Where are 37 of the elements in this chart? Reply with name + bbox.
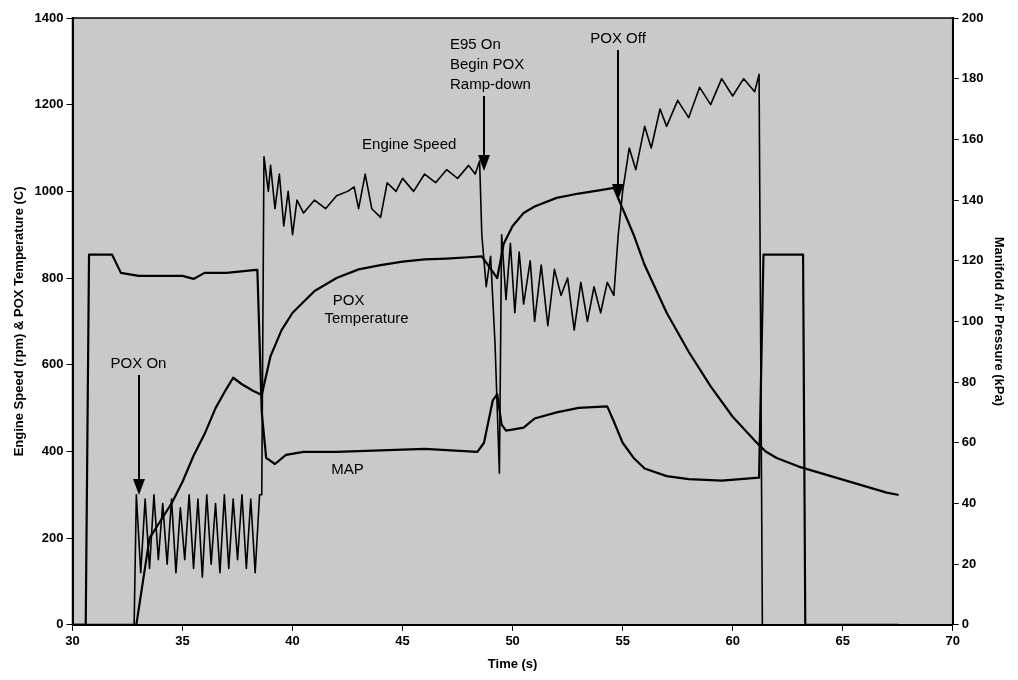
x-tick-label: 70 [945, 633, 960, 649]
y2-tick-label: 200 [961, 9, 984, 25]
series-label: MAP [331, 460, 364, 478]
y2-tick-label: 160 [961, 130, 984, 146]
x-tick-label: 50 [505, 633, 520, 649]
y2-tick-label: 140 [961, 191, 984, 207]
y2-tick-label: 0 [961, 616, 969, 632]
y2-tick-label: 60 [961, 434, 977, 450]
y-tick-label: 1000 [34, 182, 64, 198]
series-label: POX Temperature [324, 291, 409, 327]
x-tick-label: 40 [285, 633, 300, 649]
y-tick-label: 600 [41, 356, 64, 372]
x-tick-label: 60 [725, 633, 740, 649]
y-tick-label: 800 [41, 269, 64, 285]
y-tick-label: 1200 [34, 96, 64, 112]
x-axis-title: Time (s) [487, 655, 538, 671]
y-axis-title: Engine Speed (rpm) & POX Temperature (C) [11, 186, 27, 457]
series-label: Engine Speed [362, 135, 457, 152]
y2-axis-title: Manifold Air Pressure (kPa) [991, 236, 1007, 407]
y2-tick-label: 120 [961, 252, 984, 268]
x-tick-label: 65 [835, 633, 850, 649]
annotation: E95 On Begin POX Ramp-down [450, 34, 531, 95]
y-tick-label: 200 [41, 529, 64, 545]
y-tick-label: 0 [56, 616, 64, 632]
y2-tick-label: 40 [961, 495, 977, 511]
annotation: POX On [110, 352, 167, 373]
x-tick-label: 35 [175, 633, 190, 649]
x-tick-label: 55 [615, 633, 630, 649]
y2-tick-label: 20 [961, 555, 977, 571]
y-tick-label: 400 [41, 443, 64, 459]
annotation: POX Off [590, 28, 646, 49]
y-tick-label: 1400 [34, 9, 64, 25]
y2-tick-label: 180 [961, 70, 984, 86]
y2-tick-label: 80 [961, 373, 977, 389]
x-tick-label: 30 [65, 633, 80, 649]
y2-tick-label: 100 [961, 312, 984, 328]
x-tick-label: 45 [395, 633, 410, 649]
